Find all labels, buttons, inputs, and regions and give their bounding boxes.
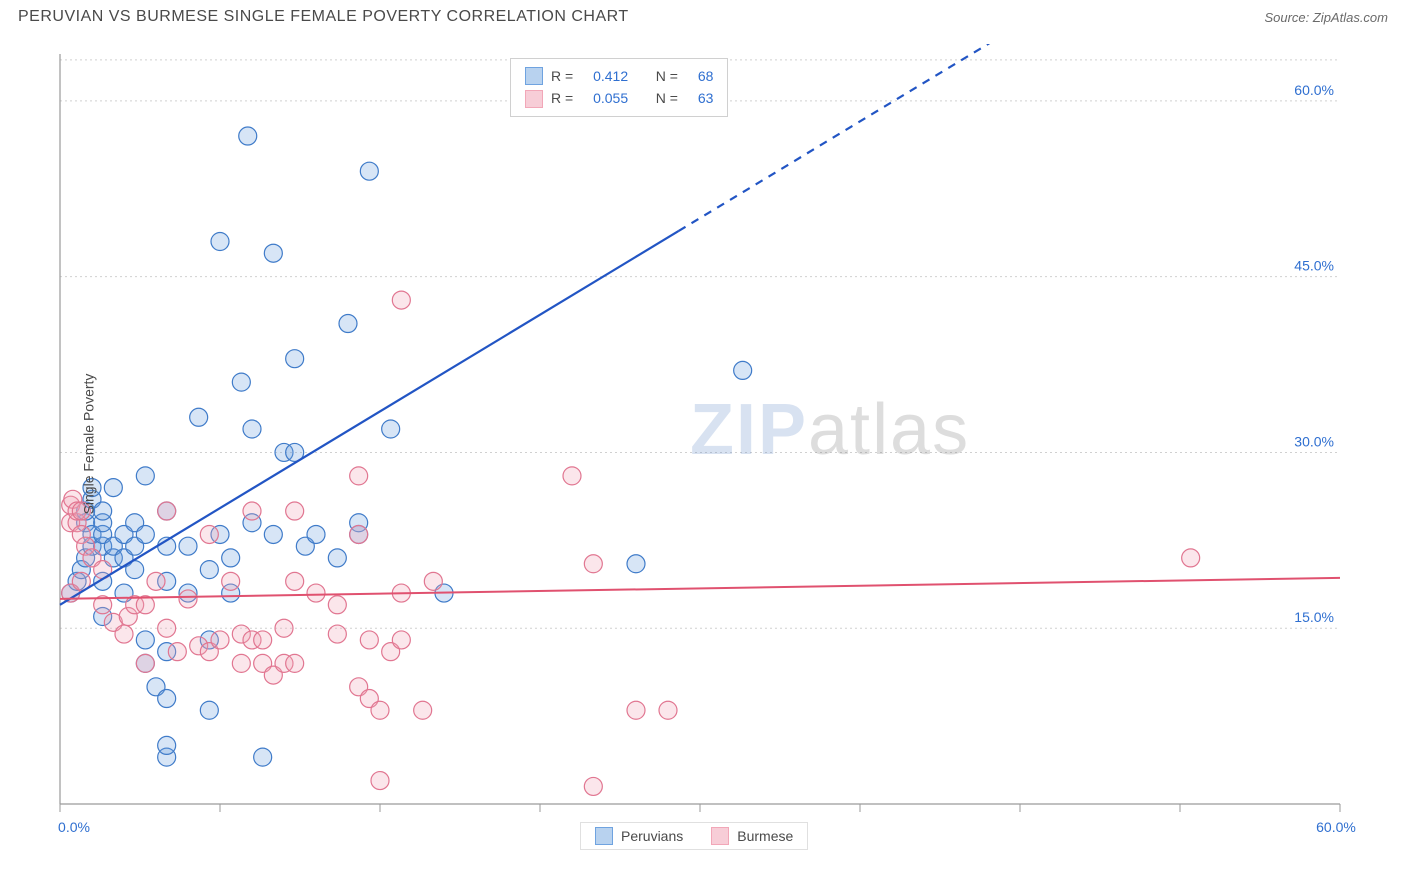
chart-title: PERUVIAN VS BURMESE SINGLE FEMALE POVERT… (18, 8, 629, 26)
legend-label: Burmese (737, 828, 793, 844)
data-point (158, 619, 176, 637)
stats-legend: R = 0.412 N = 68R = 0.055 N = 63 (510, 58, 728, 117)
data-point (627, 701, 645, 719)
legend-swatch (711, 827, 729, 845)
y-axis-label: Single Female Poverty (80, 374, 96, 515)
data-point (1182, 549, 1200, 567)
svg-text:15.0%: 15.0% (1294, 609, 1334, 625)
legend-swatch (525, 90, 543, 108)
data-point (211, 631, 229, 649)
data-point (147, 572, 165, 590)
legend-item: Burmese (711, 827, 793, 845)
data-point (200, 561, 218, 579)
data-point (563, 467, 581, 485)
legend-swatch (595, 827, 613, 845)
data-point (307, 584, 325, 602)
data-point (136, 525, 154, 543)
data-point (424, 572, 442, 590)
data-point (243, 502, 261, 520)
data-point (222, 572, 240, 590)
svg-text:60.0%: 60.0% (1294, 82, 1334, 98)
data-point (328, 549, 346, 567)
data-point (136, 467, 154, 485)
data-point (239, 127, 257, 145)
data-point (104, 479, 122, 497)
data-point (254, 631, 272, 649)
data-point (350, 467, 368, 485)
data-point (659, 701, 677, 719)
svg-text:0.0%: 0.0% (58, 819, 90, 835)
trend-line (60, 578, 1340, 599)
data-point (158, 690, 176, 708)
data-point (115, 625, 133, 643)
data-point (414, 701, 432, 719)
data-point (168, 643, 186, 661)
data-point (232, 373, 250, 391)
legend-item: Peruvians (595, 827, 683, 845)
data-point (360, 162, 378, 180)
data-point (243, 420, 261, 438)
data-point (286, 572, 304, 590)
data-point (136, 654, 154, 672)
data-point (264, 525, 282, 543)
chart-container: Single Female Poverty 15.0% 30.0% 45.0% 60.… (50, 44, 1380, 844)
series-legend: Peruvians Burmese (580, 822, 808, 850)
data-point (179, 537, 197, 555)
data-point (190, 408, 208, 426)
legend-label: Peruvians (621, 828, 683, 844)
svg-text:45.0%: 45.0% (1294, 258, 1334, 274)
data-point (307, 525, 325, 543)
data-point (200, 701, 218, 719)
data-point (371, 772, 389, 790)
data-point (339, 315, 357, 333)
stats-legend-row: R = 0.412 N = 68 (525, 65, 713, 87)
data-point (275, 619, 293, 637)
svg-text:30.0%: 30.0% (1294, 433, 1334, 449)
legend-swatch (525, 67, 543, 85)
stats-legend-row: R = 0.055 N = 63 (525, 87, 713, 109)
data-point (158, 502, 176, 520)
data-point (328, 596, 346, 614)
data-point (264, 244, 282, 262)
data-point (158, 736, 176, 754)
data-point (286, 350, 304, 368)
data-point (382, 420, 400, 438)
data-point (734, 361, 752, 379)
data-point (350, 525, 368, 543)
data-point (360, 631, 378, 649)
data-point (392, 631, 410, 649)
data-point (328, 625, 346, 643)
svg-text:60.0%: 60.0% (1316, 819, 1356, 835)
data-point (371, 701, 389, 719)
data-point (222, 549, 240, 567)
data-point (286, 502, 304, 520)
data-point (211, 233, 229, 251)
data-point (179, 590, 197, 608)
data-point (286, 654, 304, 672)
trend-line-dashed (679, 44, 1340, 231)
scatter-plot: 15.0% 30.0% 45.0% 60.0% 0.0% 60.0% (50, 44, 1380, 844)
data-point (232, 654, 250, 672)
data-point (584, 777, 602, 795)
source-attribution: Source: ZipAtlas.com (1264, 10, 1388, 25)
data-point (254, 748, 272, 766)
data-point (584, 555, 602, 573)
trend-line (60, 231, 679, 605)
data-point (627, 555, 645, 573)
data-point (136, 631, 154, 649)
data-point (200, 525, 218, 543)
data-point (392, 291, 410, 309)
